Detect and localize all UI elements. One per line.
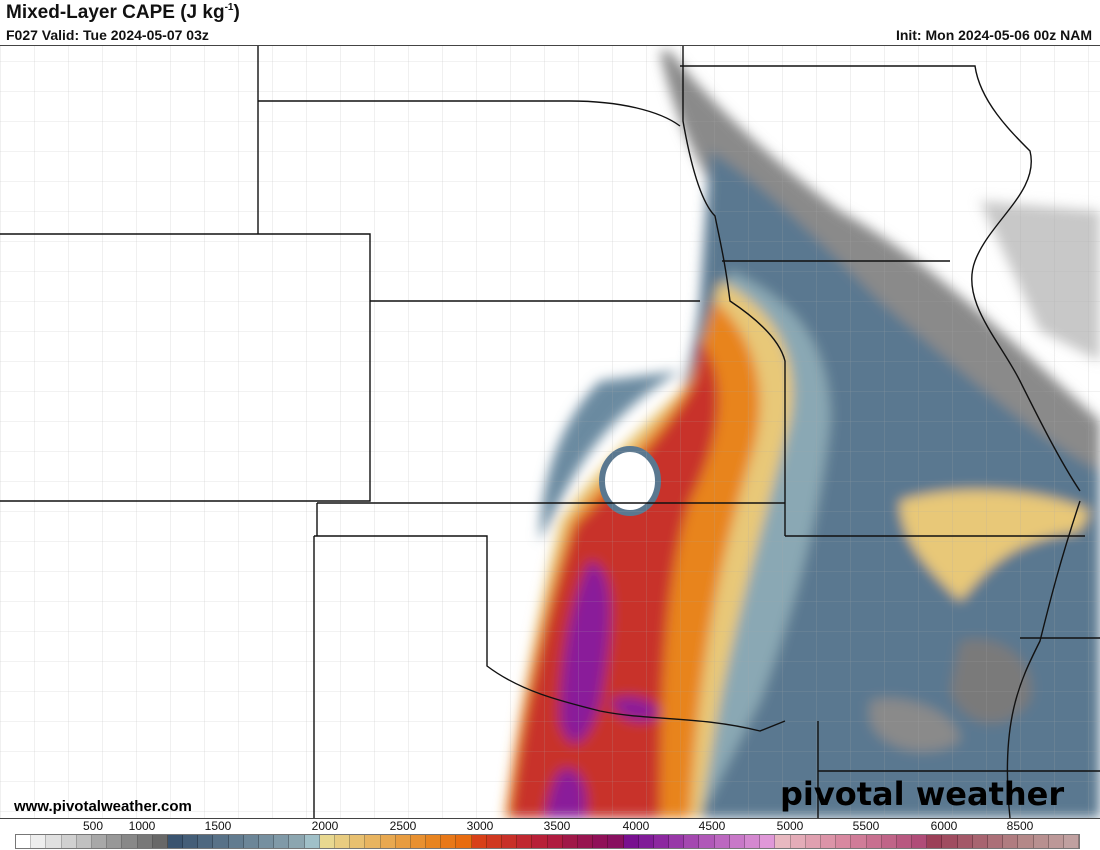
- colorbar-label: 1000: [128, 819, 156, 833]
- colorbar-cell: [1003, 835, 1019, 848]
- colorbar-cell: [577, 835, 594, 848]
- colorbar-cell: [927, 835, 943, 848]
- colorbar-cell: [334, 835, 351, 848]
- title-end: ): [233, 2, 240, 23]
- colorbar-cell: [122, 835, 138, 848]
- colorbar-cell: [183, 835, 199, 848]
- colorbar-cell: [502, 835, 518, 848]
- colorbar-label: 6000: [930, 819, 958, 833]
- colorbar-cell: [350, 835, 366, 848]
- map-title: Mixed-Layer CAPE (J kg-1): [6, 2, 240, 24]
- colorbar-cell: [426, 835, 442, 848]
- colorbar-cell: [410, 835, 427, 848]
- colorbar-cell: [61, 835, 77, 848]
- colorbar-label: 2000: [311, 819, 339, 833]
- colorbar-cell: [881, 835, 897, 848]
- colorbar-cell: [1048, 835, 1064, 848]
- colorbar-cell: [608, 835, 624, 848]
- colorbar-label: 5000: [776, 819, 804, 833]
- colorbar-cell: [198, 835, 214, 848]
- colorbar: [15, 834, 1081, 849]
- title-text: Mixed-Layer CAPE (J kg: [6, 2, 225, 23]
- colorbar-cell: [152, 835, 168, 848]
- colorbar-label: 4500: [698, 819, 726, 833]
- colorbar-cell: [304, 835, 320, 848]
- colorbar-label: 4000: [622, 819, 650, 833]
- county-lines: [0, 46, 1100, 818]
- colorbar-cell: [456, 835, 472, 848]
- colorbar-cell: [836, 835, 852, 848]
- colorbar-cell: [259, 835, 275, 848]
- colorbar-label: 3000: [466, 819, 494, 833]
- colorbar-cell: [760, 835, 776, 848]
- colorbar-cell: [532, 835, 548, 848]
- colorbar-cell: [365, 835, 381, 848]
- colorbar-cell: [912, 835, 928, 848]
- colorbar-cell: [729, 835, 745, 848]
- colorbar-cell: [684, 835, 700, 848]
- colorbar-cell: [699, 835, 715, 848]
- colorbar-cell: [486, 835, 502, 848]
- colorbar-cell: [547, 835, 563, 848]
- valid-time: F027 Valid: Tue 2024-05-07 03z: [6, 27, 209, 43]
- colorbar-cell: [1063, 835, 1080, 848]
- colorbar-cell: [714, 835, 730, 848]
- pivotal-weather-logo: pivotal weather: [780, 775, 1065, 813]
- colorbar-cell: [289, 835, 305, 848]
- cape-map: [0, 45, 1100, 819]
- colorbar-cell: [805, 835, 821, 848]
- colorbar-cell: [790, 835, 806, 848]
- colorbar-cell: [46, 835, 62, 848]
- colorbar-label: 8500: [1006, 819, 1034, 833]
- colorbar-cell: [380, 835, 396, 848]
- colorbar-label: 5500: [852, 819, 880, 833]
- colorbar-cell: [972, 835, 988, 848]
- colorbar-cell: [988, 835, 1004, 848]
- colorbar-cell: [167, 835, 184, 848]
- colorbar-cell: [653, 835, 670, 848]
- state-borders: [0, 46, 1100, 818]
- colorbar-cell: [16, 835, 32, 848]
- colorbar-cell: [228, 835, 244, 848]
- colorbar-cell: [441, 835, 457, 848]
- colorbar-cell: [517, 835, 533, 848]
- colorbar-cell: [1033, 835, 1049, 848]
- colorbar-cell: [274, 835, 290, 848]
- colorbar-cell: [471, 835, 487, 848]
- colorbar-cell: [942, 835, 958, 848]
- colorbar-cell: [31, 835, 47, 848]
- colorbar-cell: [1018, 835, 1034, 848]
- colorbar-label: 1500: [204, 819, 232, 833]
- colorbar-cell: [562, 835, 578, 848]
- colorbar-cell: [107, 835, 123, 848]
- title-superscript: -1: [224, 2, 234, 13]
- colorbar-cell: [957, 835, 973, 848]
- colorbar-cell: [319, 835, 335, 848]
- colorbar-cell: [91, 835, 108, 848]
- colorbar-cell: [76, 835, 92, 848]
- colorbar-label: 3500: [543, 819, 571, 833]
- colorbar-cell: [213, 835, 229, 848]
- colorbar-cell: [896, 835, 913, 848]
- colorbar-cell: [623, 835, 639, 848]
- colorbar-cell: [243, 835, 259, 848]
- colorbar-cell: [866, 835, 882, 848]
- website-label: www.pivotalweather.com: [14, 798, 192, 815]
- colorbar-cell: [638, 835, 654, 848]
- colorbar-cell: [137, 835, 153, 848]
- colorbar-cell: [593, 835, 609, 848]
- colorbar-cell: [745, 835, 761, 848]
- colorbar-cell: [851, 835, 867, 848]
- colorbar-cell: [395, 835, 411, 848]
- colorbar-cell: [669, 835, 685, 848]
- colorbar-label: 500: [82, 819, 104, 833]
- init-time: Init: Mon 2024-05-06 00z NAM: [895, 27, 1092, 43]
- colorbar-cell: [820, 835, 837, 848]
- colorbar-label: 2500: [389, 819, 417, 833]
- colorbar-cell: [775, 835, 791, 848]
